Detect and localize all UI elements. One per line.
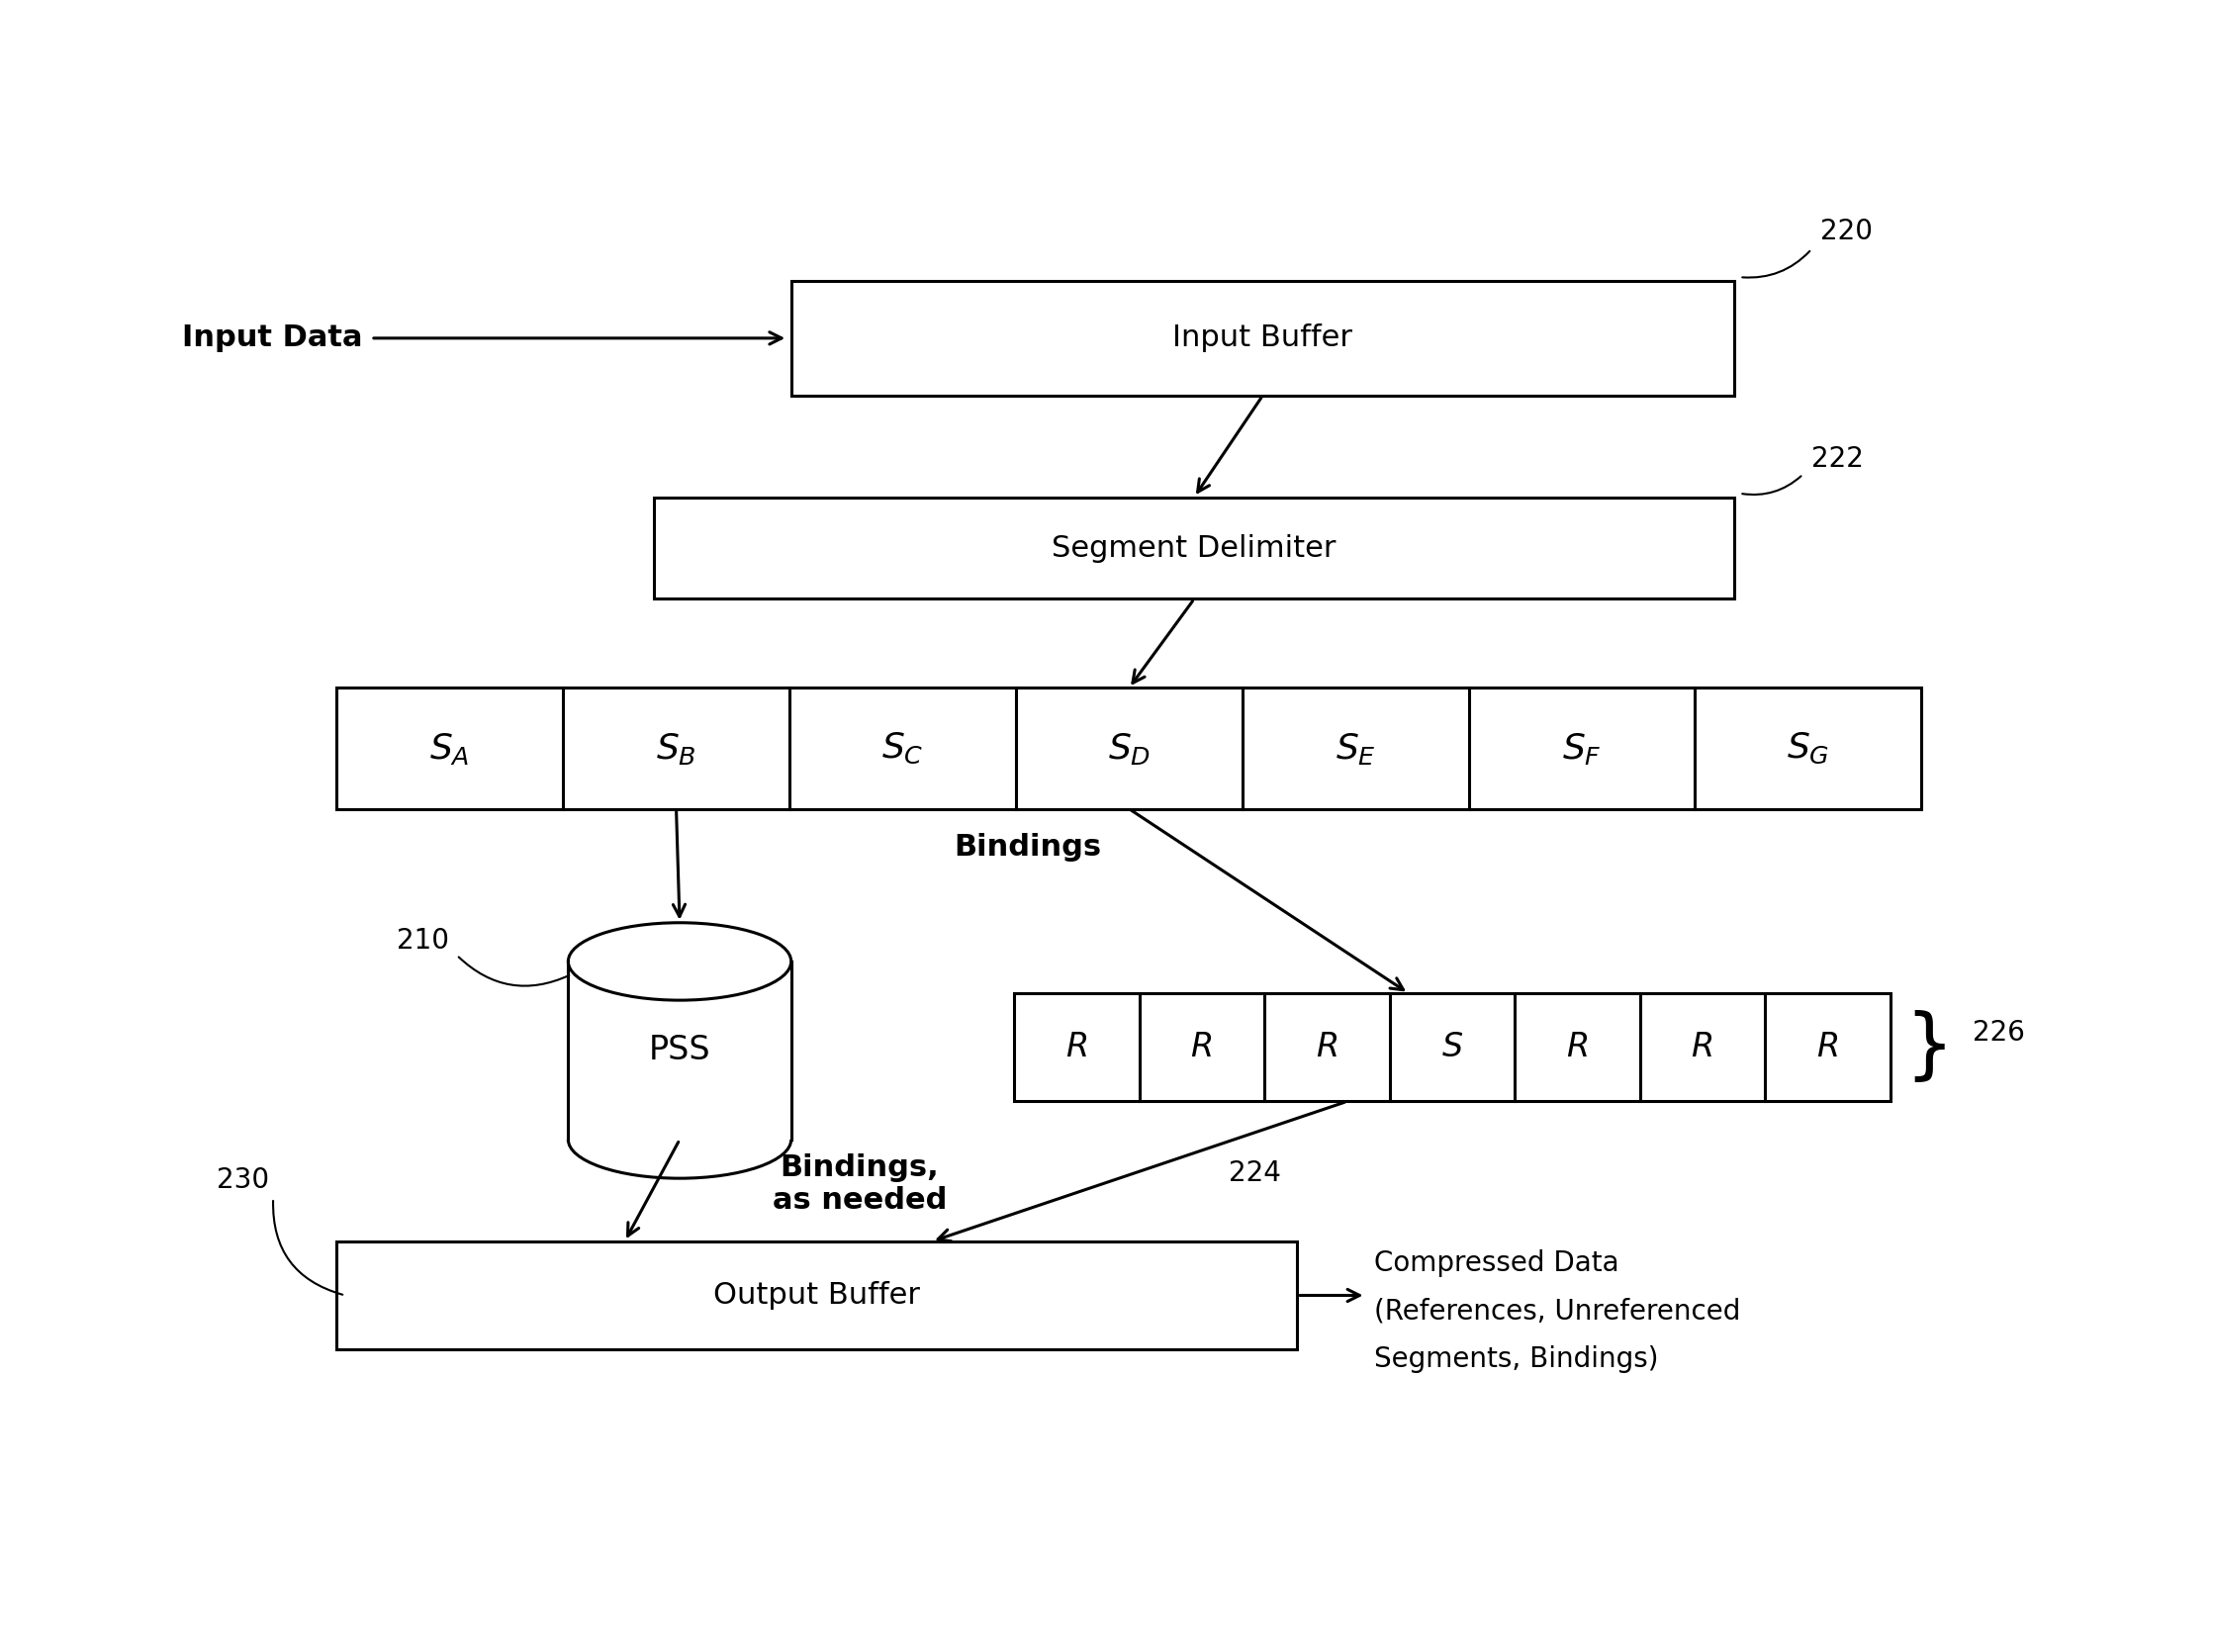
Text: R: R — [1817, 1031, 1839, 1064]
Bar — [655, 497, 1735, 600]
Text: Bindings: Bindings — [954, 833, 1102, 861]
Text: S: S — [1443, 1031, 1463, 1064]
Ellipse shape — [569, 923, 792, 999]
Text: Bindings,: Bindings, — [781, 1153, 938, 1181]
Text: 220: 220 — [1821, 216, 1872, 244]
Text: $S_{D}$: $S_{D}$ — [1109, 730, 1151, 767]
Text: PSS: PSS — [648, 1034, 710, 1067]
Text: Compressed Data: Compressed Data — [1374, 1249, 1620, 1277]
Text: R: R — [1191, 1031, 1213, 1064]
Bar — [792, 281, 1735, 395]
Text: $S_{A}$: $S_{A}$ — [429, 730, 469, 767]
Text: R: R — [1691, 1031, 1715, 1064]
Text: 224: 224 — [1228, 1160, 1281, 1188]
Text: }: } — [1903, 1009, 1954, 1085]
Bar — [336, 687, 1921, 809]
Text: 226: 226 — [1972, 1019, 2025, 1047]
Text: 210: 210 — [396, 927, 449, 955]
Text: (References, Unreferenced: (References, Unreferenced — [1374, 1297, 1742, 1325]
Text: $S_{F}$: $S_{F}$ — [1562, 730, 1602, 767]
Text: Segments, Bindings): Segments, Bindings) — [1374, 1346, 1660, 1373]
Bar — [336, 1241, 1297, 1350]
Text: R: R — [1064, 1031, 1089, 1064]
Text: $S_{C}$: $S_{C}$ — [881, 730, 923, 767]
Text: R: R — [1315, 1031, 1339, 1064]
Text: 230: 230 — [217, 1166, 270, 1194]
Text: 222: 222 — [1812, 444, 1863, 472]
Text: Input Buffer: Input Buffer — [1173, 324, 1352, 352]
Text: as needed: as needed — [772, 1186, 947, 1214]
Text: $S_{B}$: $S_{B}$ — [655, 730, 697, 767]
Bar — [569, 961, 792, 1140]
Bar — [1014, 993, 1890, 1102]
Text: Output Buffer: Output Buffer — [713, 1280, 921, 1310]
Text: $S_{E}$: $S_{E}$ — [1334, 730, 1376, 767]
Text: $S_{G}$: $S_{G}$ — [1786, 730, 1830, 767]
Text: Input Data: Input Data — [181, 324, 363, 352]
Ellipse shape — [569, 1100, 792, 1178]
Text: Segment Delimiter: Segment Delimiter — [1051, 534, 1337, 562]
Text: R: R — [1567, 1031, 1589, 1064]
